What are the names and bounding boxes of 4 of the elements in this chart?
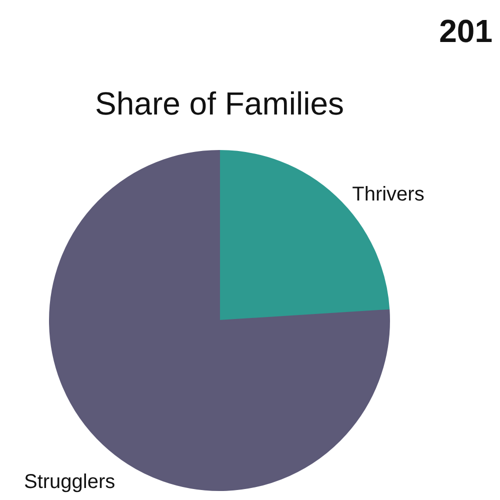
slice-label: Strugglers	[24, 471, 116, 493]
text: 201	[439, 13, 492, 49]
chart-title: Share of Families	[95, 86, 344, 122]
slice-label: Thrivers	[352, 184, 424, 206]
